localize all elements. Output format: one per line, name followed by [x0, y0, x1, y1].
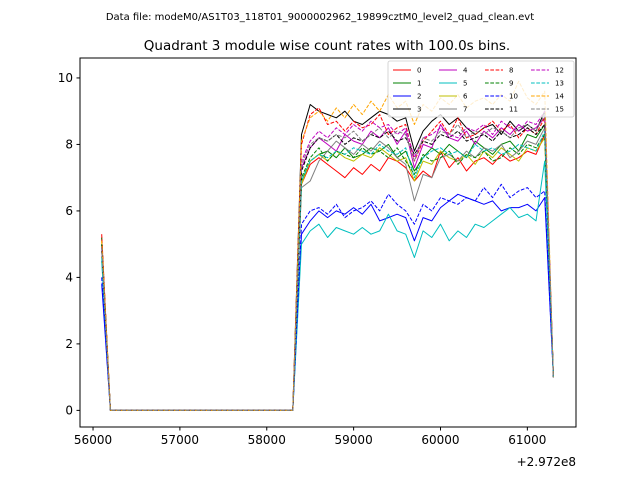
legend-label-8: 8: [509, 67, 513, 75]
y-tick-label: 2: [65, 337, 73, 351]
legend-label-1: 1: [417, 80, 421, 88]
x-tick-label: 61000: [508, 433, 546, 447]
legend-label-15: 15: [555, 106, 564, 114]
series-line-0: [101, 134, 554, 411]
y-tick-label: 0: [65, 403, 73, 417]
legend-label-14: 14: [555, 93, 564, 101]
series-line-1: [101, 124, 554, 411]
legend-label-10: 10: [509, 93, 518, 101]
x-tick-label: 59000: [335, 433, 373, 447]
legend-label-11: 11: [509, 106, 518, 114]
y-tick-label: 10: [58, 71, 73, 85]
chart-title: Quadrant 3 module wise count rates with …: [144, 38, 510, 54]
series-line-11: [101, 124, 554, 411]
x-tick-label: 58000: [248, 433, 286, 447]
x-axis: 56000 57000 58000 59000 60000 61000: [74, 427, 546, 447]
y-tick-label: 8: [65, 137, 73, 151]
plot-frame: [79, 57, 577, 428]
series-line-15: [101, 114, 554, 411]
legend-box: [387, 60, 575, 118]
x-tick-label: 57000: [161, 433, 199, 447]
series-line-6: [101, 137, 554, 411]
series-line-7: [101, 127, 554, 411]
series-line-4: [101, 117, 554, 411]
y-axis: 0 2 4 6 8 10: [58, 71, 80, 417]
y-tick-label: 4: [65, 270, 73, 284]
series-line-5: [101, 160, 554, 411]
legend-label-3: 3: [417, 106, 421, 114]
legend-label-13: 13: [555, 80, 564, 88]
x-offset-label: +2.972e8: [517, 455, 576, 469]
legend-label-5: 5: [463, 80, 467, 88]
legend-label-4: 4: [463, 67, 468, 75]
y-tick-label: 6: [65, 204, 73, 218]
plot-area: [101, 80, 554, 411]
legend-label-0: 0: [417, 67, 421, 75]
legend-label-9: 9: [509, 80, 513, 88]
figure-suptitle: Data file: modeM0/AS1T03_118T01_90000029…: [106, 12, 534, 23]
legend-label-6: 6: [463, 93, 468, 101]
series-line-10: [101, 183, 554, 411]
series-line-9: [101, 134, 554, 411]
legend-label-2: 2: [417, 93, 421, 101]
x-tick-label: 56000: [74, 433, 112, 447]
legend-label-12: 12: [555, 67, 564, 75]
series-line-13: [101, 130, 554, 411]
series-line-12: [101, 110, 554, 411]
series-line-14: [101, 80, 554, 411]
x-tick-label: 60000: [421, 433, 459, 447]
legend-label-7: 7: [463, 106, 467, 114]
